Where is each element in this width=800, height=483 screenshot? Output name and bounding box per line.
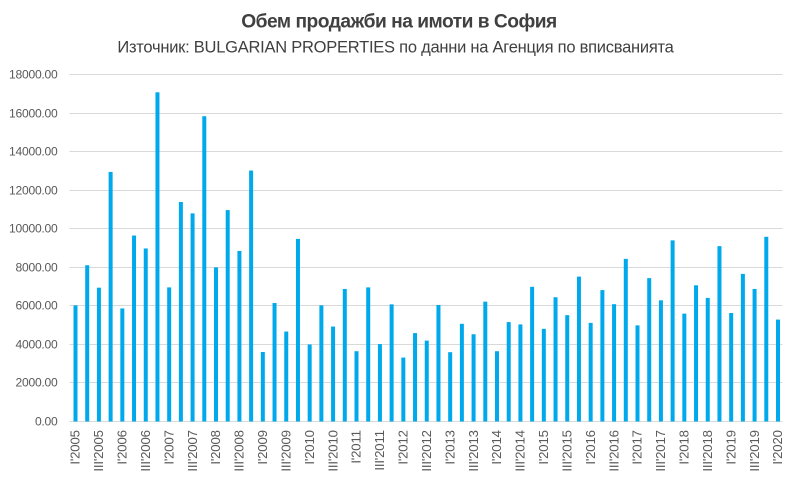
svg-text:III'2009: III'2009 (278, 430, 293, 471)
svg-text:I'2017: I'2017 (630, 430, 645, 464)
svg-text:III'2008: III'2008 (232, 430, 247, 471)
svg-text:III'2018: III'2018 (700, 430, 715, 471)
svg-text:III'2005: III'2005 (91, 430, 106, 471)
svg-text:III'2007: III'2007 (185, 430, 200, 471)
svg-text:III'2014: III'2014 (513, 430, 528, 471)
svg-text:III'2019: III'2019 (747, 430, 762, 471)
svg-text:III'2013: III'2013 (466, 430, 481, 471)
svg-text:I'2019: I'2019 (723, 430, 738, 464)
svg-text:I'2007: I'2007 (161, 430, 176, 464)
svg-text:16000.00: 16000.00 (9, 106, 58, 120)
svg-text:I'2010: I'2010 (302, 430, 317, 464)
svg-text:III'2006: III'2006 (138, 430, 153, 471)
svg-text:Източник: BULGARIAN PROPERTIES: Източник: BULGARIAN PROPERTIES по данни … (117, 38, 674, 56)
svg-text:Обем продажби на имоти в София: Обем продажби на имоти в София (241, 12, 557, 33)
svg-text:2000.00: 2000.00 (16, 375, 58, 389)
svg-text:III'2010: III'2010 (325, 430, 340, 471)
svg-text:4000.00: 4000.00 (16, 337, 58, 351)
svg-text:I'2020: I'2020 (770, 430, 785, 464)
svg-text:I'2006: I'2006 (115, 430, 130, 464)
svg-text:III'2012: III'2012 (419, 430, 434, 471)
svg-text:III'2011: III'2011 (372, 430, 387, 470)
svg-text:12000.00: 12000.00 (9, 183, 58, 197)
svg-text:I'2018: I'2018 (677, 430, 692, 464)
svg-text:I'2011: I'2011 (349, 430, 364, 463)
svg-text:I'2005: I'2005 (68, 430, 83, 464)
svg-text:0.00: 0.00 (35, 414, 58, 428)
svg-text:14000.00: 14000.00 (9, 144, 58, 158)
svg-text:III'2016: III'2016 (606, 430, 621, 471)
svg-text:6000.00: 6000.00 (16, 298, 58, 312)
svg-text:I'2009: I'2009 (255, 430, 270, 464)
svg-text:III'2015: III'2015 (559, 430, 574, 471)
svg-text:I'2016: I'2016 (583, 430, 598, 464)
svg-text:I'2008: I'2008 (208, 430, 223, 464)
svg-text:I'2014: I'2014 (489, 430, 504, 464)
svg-text:I'2013: I'2013 (442, 430, 457, 464)
svg-text:8000.00: 8000.00 (16, 260, 58, 274)
svg-text:I'2012: I'2012 (396, 430, 411, 464)
svg-text:18000.00: 18000.00 (9, 67, 58, 81)
svg-text:I'2015: I'2015 (536, 430, 551, 464)
svg-text:10000.00: 10000.00 (9, 221, 58, 235)
svg-text:III'2017: III'2017 (653, 430, 668, 471)
